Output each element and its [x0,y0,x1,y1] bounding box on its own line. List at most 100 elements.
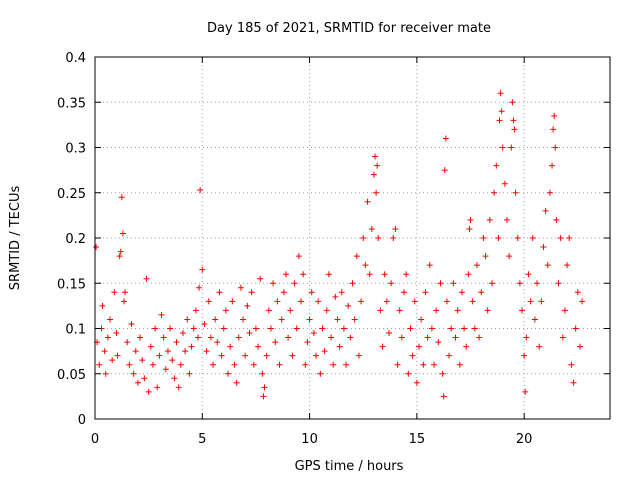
data-point [310,330,317,337]
data-point [446,352,453,359]
data-point [340,325,347,332]
data-point [114,352,121,359]
data-point [293,325,300,332]
data-point [332,293,339,300]
data-point [259,370,266,377]
data-point [381,271,388,278]
data-point [552,144,559,151]
data-point [113,330,120,337]
data-point [366,271,373,278]
data-point [403,271,410,278]
data-point [508,144,515,151]
data-point [145,388,152,395]
x-tick-label: 10 [301,432,318,447]
data-point [372,153,379,160]
data-point [164,348,171,355]
data-point [175,384,182,391]
data-point [564,262,571,269]
data-point [471,325,478,332]
data-point [101,348,108,355]
data-point [407,325,414,332]
data-point [334,316,341,323]
y-tick-label: 0.35 [57,96,86,111]
data-point [375,235,382,241]
y-tick-label: 0 [78,413,86,428]
data-point [257,275,264,282]
data-point [235,334,242,341]
data-point [298,298,304,305]
data-point [431,361,438,368]
x-tick-label: 20 [516,432,533,447]
data-point [349,280,356,287]
data-point [568,361,575,368]
data-point [396,307,403,314]
grid-lines [95,57,610,419]
data-point [338,289,345,296]
data-point [480,235,487,241]
data-point [377,307,384,314]
data-point [336,343,343,350]
data-point [461,325,468,332]
data-point [149,361,156,368]
y-tick-label: 0.25 [57,187,86,202]
data-point [104,334,111,341]
data-point [473,262,480,269]
data-point [313,352,320,359]
data-point [439,370,446,377]
data-point [553,216,560,223]
data-point [448,325,455,332]
data-point [278,316,285,323]
data-point [529,235,536,241]
data-point [362,262,369,269]
data-point [409,352,416,359]
data-point [111,289,118,296]
data-point [550,126,557,133]
data-point [368,225,375,232]
data-point [466,225,473,232]
chart-title: Day 185 of 2021, SRMTID for receiver mat… [207,21,491,36]
data-point [538,298,545,305]
data-point [96,361,103,368]
data-point [491,189,498,196]
data-point [343,361,350,368]
data-point [160,334,167,341]
data-point [212,316,219,323]
data-point [120,298,127,305]
data-point [428,325,435,332]
data-point [201,320,208,327]
data-point [250,361,257,368]
data-point [522,388,529,395]
data-point [437,280,444,287]
data-point [242,352,249,359]
data-point [360,235,367,241]
data-point [549,162,556,169]
data-point [137,334,144,341]
data-point [173,339,180,346]
data-point [225,370,232,377]
data-point [130,370,137,377]
data-point [561,307,568,314]
data-point [158,311,165,318]
data-point [497,90,504,97]
data-point [118,194,125,201]
data-point [319,325,326,332]
data-point [152,325,159,332]
data-point [488,280,495,287]
data-point [134,379,141,386]
data-point [122,289,129,296]
data-point [291,280,298,287]
data-point [499,144,506,151]
data-point [229,298,236,305]
data-point [139,357,146,364]
data-point [171,375,178,382]
data-point [317,370,324,377]
x-tick-label: 5 [198,432,206,447]
data-point [302,361,309,368]
data-point [177,361,184,368]
data-point [531,316,538,323]
data-point [109,357,116,364]
data-point [555,280,562,287]
data-point [93,244,100,251]
data-point [282,271,289,278]
data-point [401,289,407,296]
